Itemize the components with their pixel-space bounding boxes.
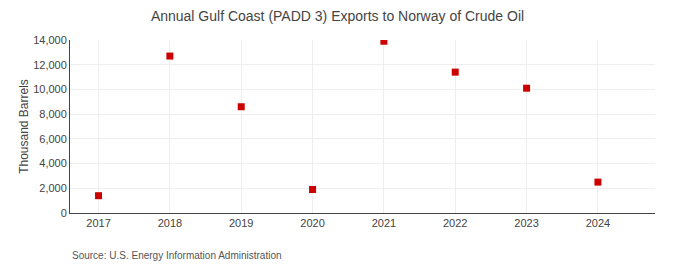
svg-text:2024: 2024: [586, 217, 610, 229]
svg-text:2019: 2019: [229, 217, 253, 229]
svg-text:2021: 2021: [372, 217, 396, 229]
svg-text:Thousand Barrels: Thousand Barrels: [17, 79, 31, 174]
svg-text:2023: 2023: [514, 217, 538, 229]
svg-text:2022: 2022: [443, 217, 467, 229]
svg-text:14,000: 14,000: [33, 34, 67, 46]
svg-text:Annual Gulf Coast (PADD 3) Exp: Annual Gulf Coast (PADD 3) Exports to No…: [151, 8, 524, 24]
svg-text:2018: 2018: [158, 217, 182, 229]
svg-text:8,000: 8,000: [39, 108, 67, 120]
svg-text:2,000: 2,000: [39, 182, 67, 194]
svg-text:12,000: 12,000: [33, 59, 67, 71]
svg-text:10,000: 10,000: [33, 83, 67, 95]
svg-text:0: 0: [61, 207, 67, 219]
svg-text:2017: 2017: [86, 217, 110, 229]
svg-text:6,000: 6,000: [39, 133, 67, 145]
svg-text:4,000: 4,000: [39, 157, 67, 169]
svg-text:Source: U.S. Energy Informatio: Source: U.S. Energy Information Administ…: [72, 250, 282, 261]
svg-text:2020: 2020: [300, 217, 324, 229]
